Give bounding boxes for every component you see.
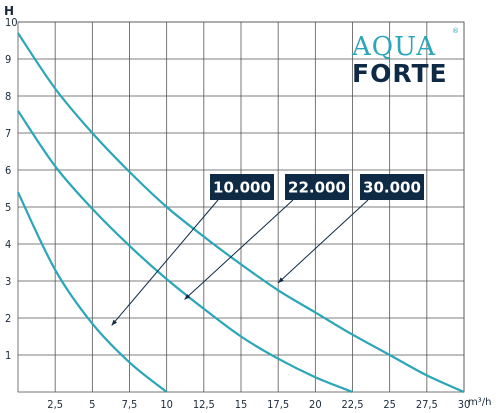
- x-tick-label: 5: [89, 398, 95, 411]
- x-tick-label: 17,5: [267, 398, 289, 411]
- label-text: 10.000: [213, 179, 271, 197]
- label-arrowhead: [184, 294, 191, 300]
- label-pointer: [111, 199, 219, 326]
- series-label-10.000: 10.000: [111, 174, 274, 326]
- tick-labels: 2,5 5 7,5 10 12,5 15 17,5 20 22,5 25 27,5 30 1 2 3 4 5 6 7…: [5, 16, 470, 411]
- label-text: 22.000: [288, 179, 346, 197]
- label-box: [360, 174, 424, 200]
- logo-forte: FORTE: [352, 59, 448, 88]
- label-arrowhead: [278, 277, 284, 283]
- y-tick-label: 4: [5, 238, 11, 251]
- x-tick-label: 30: [458, 398, 471, 411]
- logo-registered-mark: ®: [452, 27, 459, 35]
- x-tick-label: 12,5: [193, 398, 215, 411]
- label-box: [285, 174, 349, 200]
- x-tick-label: 2,5: [47, 398, 63, 411]
- x-tick-label: 25: [383, 398, 396, 411]
- y-tick-label: 10: [5, 16, 18, 29]
- series-line-10.000: [17, 191, 168, 393]
- y-tick-label: 3: [5, 275, 11, 288]
- x-tick-label: 7,5: [122, 398, 138, 411]
- label-text: 30.000: [363, 179, 421, 197]
- y-tick-label: 2: [5, 312, 11, 325]
- series-line-30.000: [17, 32, 465, 394]
- logo: AQUA ® FORTE: [351, 27, 459, 88]
- x-tick-label: 10: [160, 398, 173, 411]
- x-tick-label: 20: [309, 398, 322, 411]
- x-tick-label: 22,5: [341, 398, 363, 411]
- label-arrowhead: [111, 319, 118, 326]
- label-pointer: [277, 199, 369, 284]
- grid: [17, 21, 465, 393]
- y-tick-label: 8: [5, 90, 11, 103]
- y-tick-label: 7: [5, 127, 11, 140]
- y-axis-title: H: [4, 4, 14, 18]
- series-label-30.000: 30.000: [277, 174, 424, 284]
- x-tick-label: 15: [235, 398, 248, 411]
- label-box: [210, 174, 274, 200]
- label-pointer: [184, 199, 294, 300]
- x-axis-unit: m³/h: [468, 397, 491, 408]
- series-label-22.000: 22.000: [184, 174, 349, 300]
- y-tick-label: 9: [5, 53, 11, 66]
- x-tick-label: 27,5: [416, 398, 438, 411]
- series-line-22.000: [17, 110, 353, 394]
- y-tick-label: 5: [5, 201, 11, 214]
- y-tick-label: 6: [5, 164, 11, 177]
- series-labels: 10.000 22.000 30.000: [111, 174, 424, 326]
- y-tick-label: 1: [5, 349, 11, 362]
- curves: [17, 32, 465, 394]
- logo-aqua: AQUA: [351, 32, 436, 62]
